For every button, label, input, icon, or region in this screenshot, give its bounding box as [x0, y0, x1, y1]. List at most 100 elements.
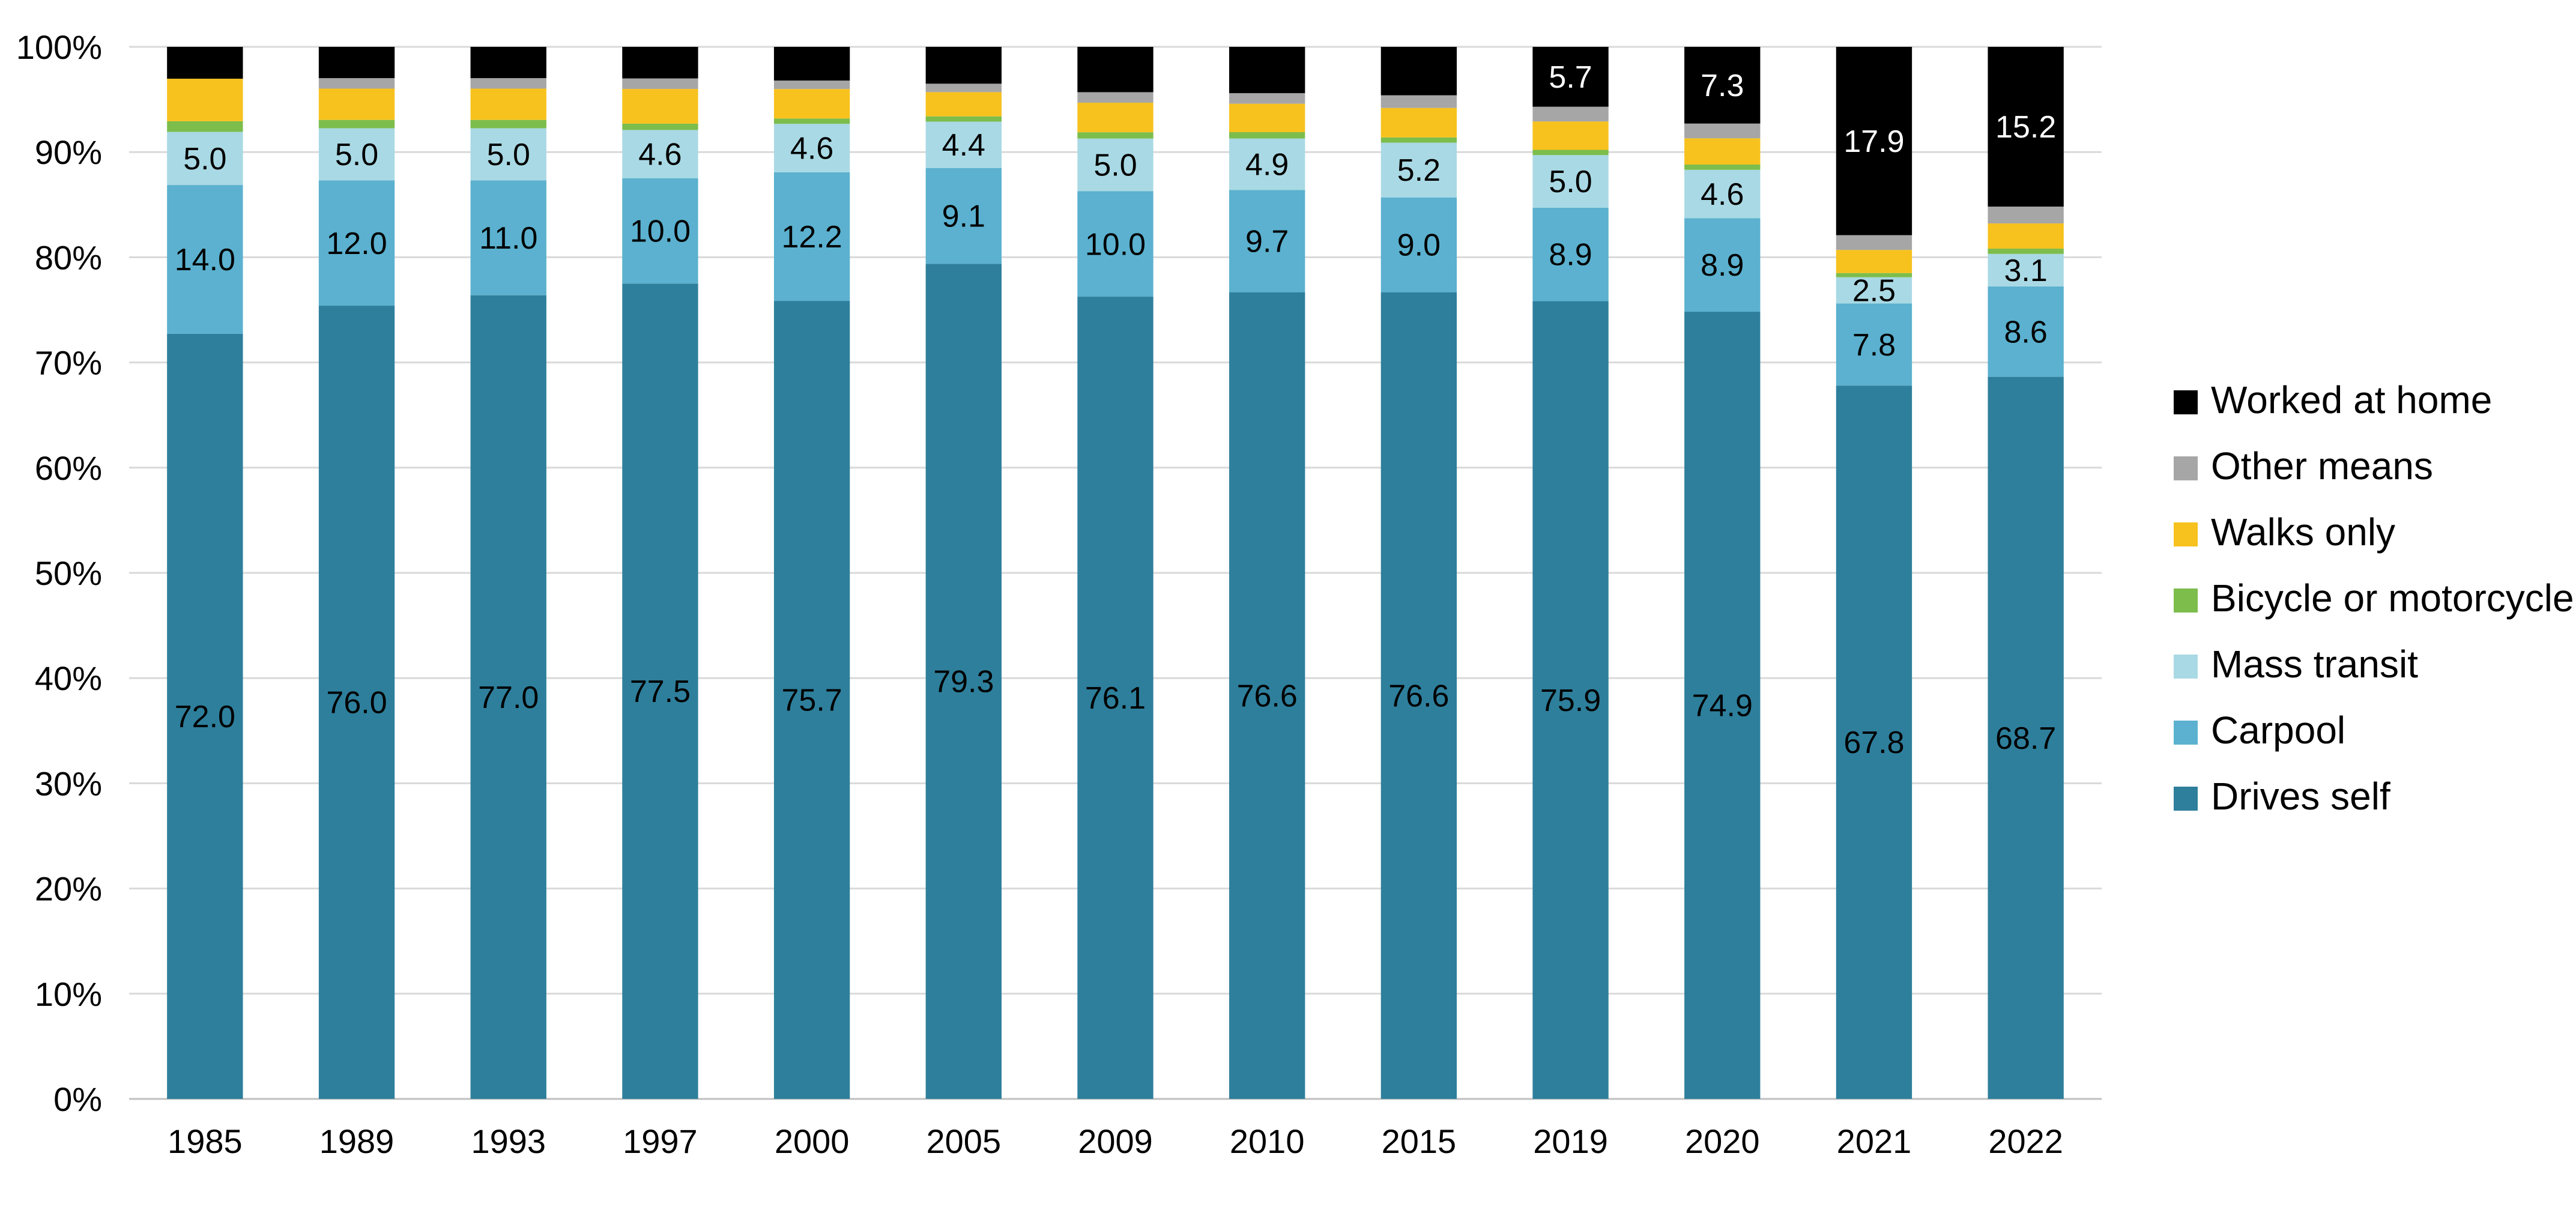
x-tick-label: 2009	[1078, 1122, 1153, 1160]
bar-segment	[470, 88, 546, 120]
data-label: 9.7	[1245, 225, 1289, 259]
data-label: 10.0	[1085, 227, 1146, 262]
y-tick-label: 10%	[35, 975, 102, 1013]
bar-segment	[470, 180, 546, 295]
bar-segment	[1380, 137, 1457, 143]
x-tick-label: 2005	[927, 1122, 1002, 1160]
data-labels: 72.0 14.0 5.0 76.0 12.0 5.0 77.0 11.0 5.0 77.5 10.…	[175, 60, 2057, 760]
bar-segment	[622, 47, 698, 79]
bar-segment	[1077, 132, 1153, 139]
data-label: 5.0	[183, 142, 226, 177]
bar-segment	[1077, 297, 1153, 1099]
x-tick-label: 2020	[1685, 1122, 1760, 1160]
bar-segment	[167, 47, 243, 79]
data-label: 12.0	[326, 226, 387, 261]
bar-segment	[773, 47, 850, 81]
data-label: 5.0	[1549, 165, 1592, 199]
bar-segment	[1836, 47, 1912, 235]
bar-segment	[1684, 123, 1761, 139]
bar-segment	[1684, 138, 1761, 165]
data-label: 17.9	[1843, 124, 1904, 159]
data-label: 75.7	[782, 683, 842, 718]
legend-swatch	[2174, 655, 2198, 679]
bar-segment	[1532, 47, 1609, 107]
bar-segment	[773, 301, 850, 1100]
bar-segment	[622, 178, 698, 284]
bar-segment	[1684, 47, 1761, 124]
bar-segment	[1077, 138, 1153, 192]
bar-segment	[1988, 377, 2064, 1100]
bar-segment	[925, 83, 1002, 92]
data-label: 68.7	[1995, 721, 2056, 756]
data-label: 8.9	[1549, 238, 1592, 273]
data-label: 14.0	[175, 243, 235, 277]
data-label: 77.5	[630, 674, 691, 709]
x-tick-label: 1993	[471, 1122, 546, 1160]
x-tick-label: 2021	[1837, 1122, 1912, 1160]
legend-swatch	[2174, 456, 2198, 480]
data-label: 5.0	[335, 138, 378, 172]
bar-segment	[1532, 207, 1609, 301]
legend-swatch	[2174, 522, 2198, 546]
bar-segment	[1836, 273, 1912, 277]
bar-segment	[1988, 207, 2064, 224]
data-label: 12.2	[782, 220, 842, 255]
bar-segment	[622, 130, 698, 178]
bar-segment	[470, 128, 546, 181]
bar-segment	[1229, 292, 1305, 1099]
bar-segment	[1988, 223, 2064, 249]
data-label: 4.6	[638, 138, 682, 172]
bar-segment	[925, 121, 1002, 168]
data-label: 5.0	[1093, 148, 1137, 183]
data-label: 5.2	[1397, 153, 1441, 188]
data-label: 8.9	[1701, 248, 1744, 283]
data-label: 77.0	[478, 680, 539, 715]
y-tick-label: 90%	[35, 133, 102, 171]
data-label: 4.6	[790, 132, 833, 166]
bar-segment	[1380, 142, 1457, 198]
data-label: 4.6	[1701, 177, 1744, 212]
data-label: 67.8	[1843, 725, 1904, 760]
bar-segment	[1229, 103, 1305, 133]
bar-segment	[470, 119, 546, 129]
legend-label: Mass transit	[2211, 643, 2418, 686]
data-label: 8.6	[2004, 315, 2048, 349]
data-label: 79.3	[933, 665, 994, 700]
data-label: 76.6	[1237, 679, 1298, 713]
data-label: 76.6	[1388, 679, 1449, 713]
bar-segment	[1988, 253, 2064, 287]
bar-segment	[1532, 121, 1609, 150]
x-tick-label: 2022	[1988, 1122, 2063, 1160]
data-label: 72.0	[175, 700, 235, 734]
bar-segment	[318, 47, 395, 79]
bar-segment	[773, 124, 850, 172]
x-tick-label: 1985	[168, 1122, 243, 1160]
data-label: 15.2	[1995, 110, 2056, 145]
data-label: 5.7	[1549, 60, 1592, 95]
legend: Worked at home Other means Walks only Bicyc…	[2174, 378, 2574, 818]
bar-segment	[1684, 165, 1761, 170]
bar-segment	[1684, 312, 1761, 1099]
x-tick-label: 2010	[1230, 1122, 1305, 1160]
bar-segment	[167, 121, 243, 132]
bar-segment	[1077, 47, 1153, 92]
bar-segment	[1532, 106, 1609, 122]
bar-segment	[1229, 138, 1305, 190]
bar-segment	[1684, 169, 1761, 219]
bar-segment	[1988, 286, 2064, 377]
legend-label: Worked at home	[2211, 378, 2492, 422]
bar-segment	[773, 80, 850, 89]
bar-segment	[1229, 47, 1305, 94]
data-label: 9.0	[1397, 228, 1441, 263]
bar-segment	[1229, 93, 1305, 104]
bar-segment	[1380, 95, 1457, 108]
bar-segment	[167, 132, 243, 186]
bar-segment	[167, 185, 243, 334]
bar-segment	[1532, 155, 1609, 208]
bar-segment	[925, 116, 1002, 122]
x-tick-label: 1989	[319, 1122, 395, 1160]
bar-segment	[1229, 132, 1305, 139]
bar-segment	[470, 295, 546, 1100]
